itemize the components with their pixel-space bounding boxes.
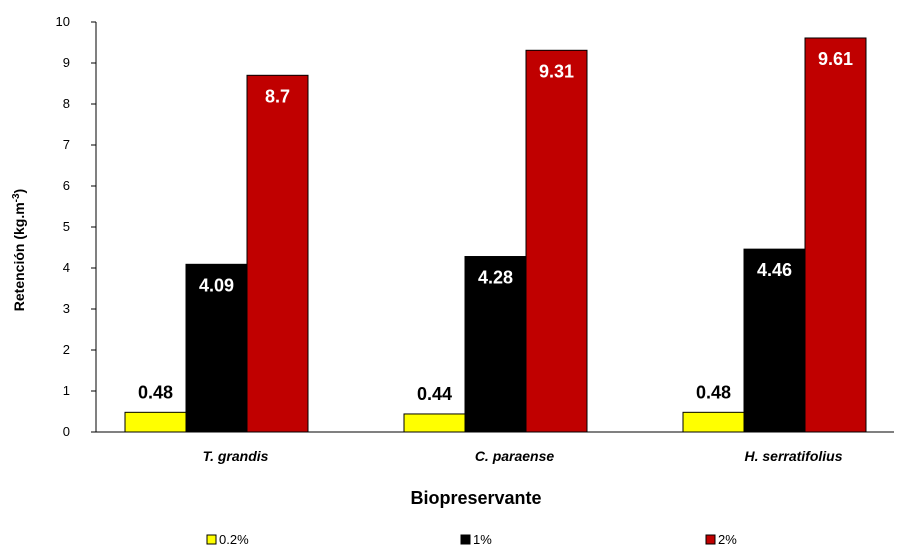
y-axis-title: Retención (kg.m-3) [11,189,28,311]
data-label: 0.48 [138,382,173,402]
y-axis: 0 1 2 3 4 5 6 7 8 9 10 [56,14,97,439]
x-axis: T. grandis C. paraense H. serratifolius [96,431,894,464]
legend-label: 1% [473,532,492,547]
y-tick-label: 8 [63,96,70,111]
y-tick-label: 4 [63,260,70,275]
y-tick-label: 2 [63,342,70,357]
y-tick-label: 0 [63,424,70,439]
bar [464,256,527,433]
bar [124,411,187,433]
x-category-label: C. paraense [475,448,555,464]
legend-swatch [206,534,217,545]
bar [682,411,745,433]
data-label: 4.46 [757,260,792,280]
y-tick-label: 3 [63,301,70,316]
y-tick-label: 6 [63,178,70,193]
bar [743,248,806,433]
bars [124,37,867,433]
x-category-label: H. serratifolius [744,448,842,464]
data-label: 8.7 [265,86,290,106]
y-axis-title-close: ) [11,189,27,194]
x-axis-title: Biopreservante [410,488,541,508]
data-label: 0.48 [696,382,731,402]
y-axis-title-main: Retención (kg.m [11,202,27,311]
data-label: 0.44 [417,384,452,404]
y-tick-label: 5 [63,219,70,234]
legend-swatch [460,534,471,545]
legend-item: 1% [460,532,492,547]
legend: 0.2% 1% 2% [206,532,737,547]
legend-label: 2% [718,532,737,547]
y-tick-label: 1 [63,383,70,398]
y-axis-title-superscript: -3 [11,193,22,202]
legend-item: 0.2% [206,532,249,547]
bar [246,74,309,433]
legend-swatch [705,534,716,545]
bar [804,37,867,433]
data-label: 9.31 [539,61,574,81]
bar [185,263,248,433]
bar [403,413,466,433]
bar [525,49,588,433]
x-category-label: T. grandis [203,448,269,464]
y-tick-label: 7 [63,137,70,152]
data-label: 4.09 [199,275,234,295]
data-labels: 0.48 0.44 0.48 4.09 4.28 4.46 8.7 9.31 9.61 [138,49,853,404]
y-tick-label: 10 [56,14,70,29]
data-label: 4.28 [478,268,513,288]
y-tick-label: 9 [63,55,70,70]
data-label: 9.61 [818,49,853,69]
legend-item: 2% [705,532,737,547]
legend-label: 0.2% [219,532,249,547]
